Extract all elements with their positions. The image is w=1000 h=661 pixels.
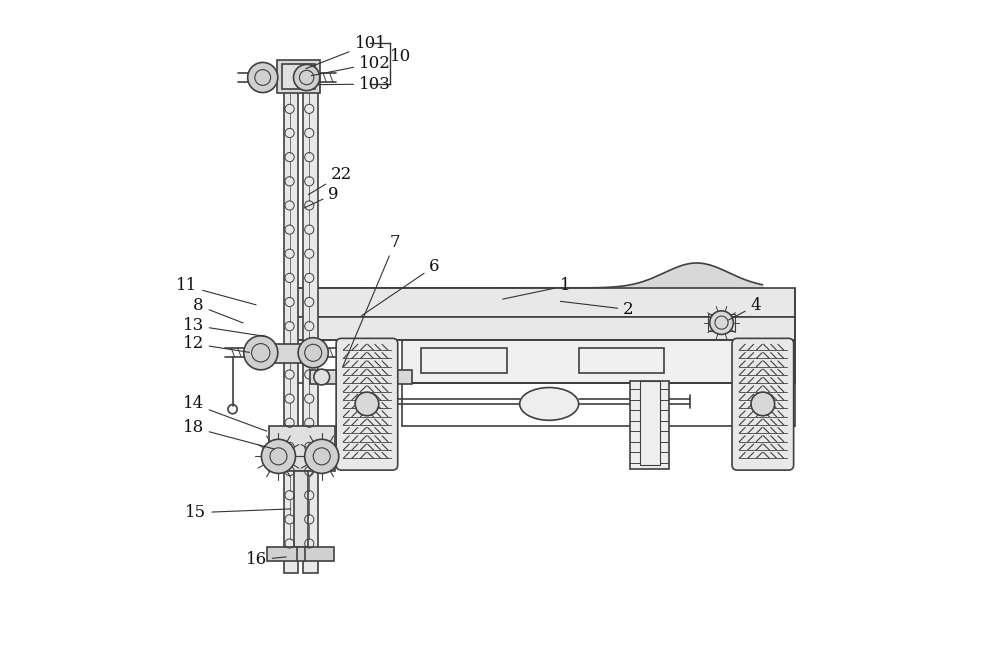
Bar — [272, 344, 323, 364]
Text: 16: 16 — [246, 551, 286, 568]
Text: 103: 103 — [318, 75, 391, 93]
Text: 11: 11 — [176, 278, 256, 305]
FancyBboxPatch shape — [336, 338, 398, 470]
Text: 7: 7 — [342, 233, 401, 368]
Circle shape — [261, 440, 296, 473]
Text: 4: 4 — [729, 297, 761, 320]
Text: 14: 14 — [182, 395, 267, 431]
Bar — [402, 340, 795, 383]
Bar — [579, 348, 664, 373]
Circle shape — [710, 311, 733, 334]
Text: 13: 13 — [182, 317, 267, 336]
Text: 2: 2 — [560, 301, 634, 318]
Bar — [421, 348, 507, 373]
Bar — [297, 317, 795, 340]
Bar — [277, 60, 320, 93]
Bar — [630, 381, 669, 469]
Bar — [708, 314, 735, 331]
Text: 9: 9 — [304, 186, 339, 208]
Circle shape — [305, 440, 339, 473]
Text: 10: 10 — [390, 48, 411, 65]
Text: 15: 15 — [185, 504, 291, 522]
Bar — [294, 471, 308, 547]
Text: 1: 1 — [503, 278, 571, 299]
Ellipse shape — [520, 387, 579, 420]
Text: 12: 12 — [182, 335, 249, 352]
Text: 18: 18 — [182, 419, 274, 449]
Bar — [297, 288, 795, 317]
Circle shape — [355, 392, 379, 416]
Circle shape — [314, 369, 330, 385]
Bar — [269, 426, 335, 471]
Text: 22: 22 — [308, 166, 352, 195]
Circle shape — [244, 336, 278, 369]
Text: 6: 6 — [361, 258, 440, 316]
Circle shape — [294, 64, 320, 91]
Circle shape — [298, 338, 328, 368]
Circle shape — [751, 392, 775, 416]
Circle shape — [248, 62, 278, 93]
Text: 102: 102 — [311, 55, 391, 75]
FancyBboxPatch shape — [732, 338, 794, 470]
Text: 101: 101 — [306, 35, 386, 69]
Bar — [310, 369, 412, 384]
Bar — [303, 61, 318, 573]
Bar — [267, 547, 334, 561]
Bar — [640, 381, 660, 465]
Bar — [282, 64, 315, 89]
Text: 8: 8 — [193, 297, 243, 323]
Bar — [284, 61, 298, 573]
